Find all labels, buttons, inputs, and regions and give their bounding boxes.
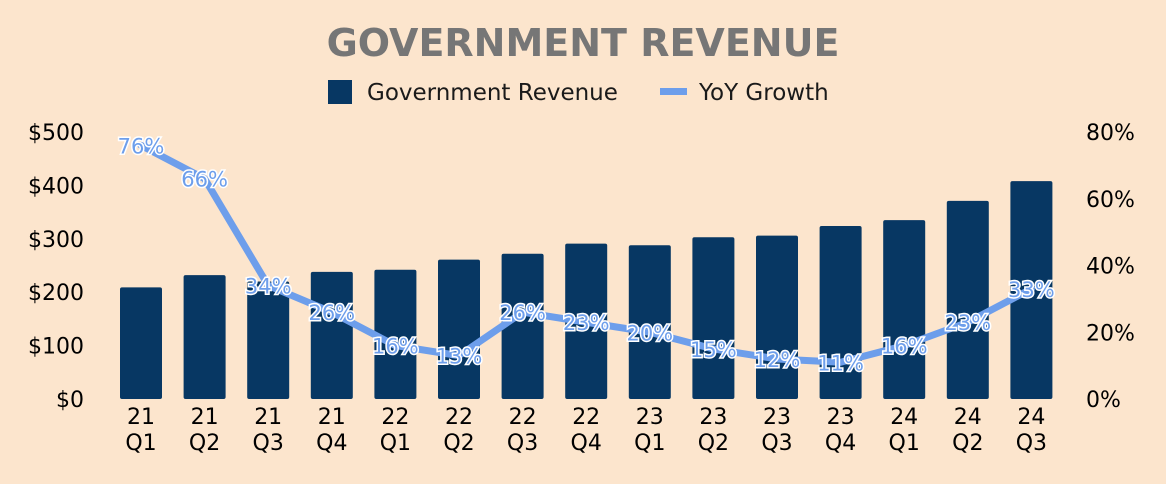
chart-title: GOVERNMENT REVENUE (327, 21, 840, 65)
growth-data-label: 12% (754, 348, 801, 372)
growth-data-label: 26% (499, 301, 546, 325)
revenue-bar (819, 225, 862, 399)
x-axis-tick-label: 23 Q2 (698, 405, 729, 456)
legend-label-revenue: Government Revenue (367, 80, 618, 106)
growth-data-label: 20% (626, 321, 673, 345)
growth-data-label: 34% (245, 275, 292, 299)
revenue-bar (628, 245, 671, 399)
right-axis-tick-label: 0% (1086, 388, 1121, 413)
left-axis-tick-label: $200 (28, 281, 84, 306)
x-axis-tick-label: 22 Q1 (380, 405, 411, 456)
growth-data-label: 16% (372, 335, 419, 359)
revenue-bar (756, 235, 798, 399)
revenue-bar (501, 253, 544, 399)
x-axis-tick-label: 23 Q3 (761, 405, 792, 456)
growth-data-label: 33% (1008, 278, 1055, 302)
x-axis-tick-label: 22 Q4 (571, 405, 602, 456)
left-axis-tick-label: $300 (28, 228, 84, 253)
growth-data-label: 13% (436, 345, 483, 369)
revenue-bar (883, 220, 926, 399)
growth-data-label: 66% (181, 168, 228, 192)
x-axis-tick-label: 22 Q3 (507, 405, 538, 456)
growth-data-label: 23% (563, 311, 610, 335)
data-labels: 76% 66% 34% 26% 16% 13% 26% 23% 20% 15% 12% 11% 16% 2… (116, 133, 1056, 377)
x-axis-tick-label: 21 Q4 (316, 405, 347, 456)
x-axis: 21 Q1 21 Q2 21 Q3 21 Q4 22 Q1 22 Q2 22 Q3 22 Q4 23 Q1 23 Q2… (125, 405, 1047, 456)
revenue-bar (247, 281, 290, 399)
left-axis-tick-label: $400 (28, 174, 84, 199)
left-axis-tick-label: $100 (28, 335, 84, 360)
revenue-bar (438, 259, 480, 399)
right-axis-tick-label: 60% (1086, 188, 1135, 213)
x-axis-tick-label: 23 Q1 (634, 405, 665, 456)
left-axis: $0 $100 $200 $300 $400 $500 (28, 121, 84, 413)
x-axis-tick-label: 21 Q3 (253, 405, 284, 456)
growth-data-label: 15% (690, 338, 737, 362)
yoy-growth-line (137, 141, 1035, 366)
legend-swatch-revenue (328, 80, 352, 104)
x-axis-tick-label: 22 Q2 (443, 405, 474, 456)
revenue-bar (183, 275, 226, 399)
x-axis-tick-label: 21 Q2 (189, 405, 220, 456)
right-axis-tick-label: 80% (1086, 121, 1135, 146)
growth-data-label: 23% (944, 311, 991, 335)
revenue-bar (120, 287, 162, 399)
x-axis-tick-label: 23 Q4 (825, 405, 856, 456)
revenue-bar (310, 271, 353, 399)
x-axis-tick-label: 24 Q3 (1016, 405, 1047, 456)
growth-data-label: 76% (118, 134, 165, 158)
x-axis-tick-label: 24 Q2 (952, 405, 983, 456)
growth-data-label: 16% (881, 335, 928, 359)
legend-label-growth: YoY Growth (698, 80, 829, 106)
legend-swatch-growth (660, 88, 687, 95)
revenue-bar (946, 200, 989, 399)
x-axis-tick-label: 21 Q1 (125, 405, 156, 456)
left-axis-tick-label: $0 (56, 388, 84, 413)
left-axis-tick-label: $500 (28, 121, 84, 146)
legend: Government Revenue YoY Growth (328, 80, 829, 106)
revenue-bar (692, 237, 735, 399)
right-axis-tick-label: 20% (1086, 321, 1135, 346)
bar-series (120, 181, 1053, 399)
growth-data-label: 11% (817, 351, 864, 375)
revenue-bar (374, 269, 417, 399)
right-axis-tick-label: 40% (1086, 255, 1135, 280)
line-series (137, 141, 1035, 366)
x-axis-tick-label: 24 Q1 (889, 405, 920, 456)
right-axis: 0% 20% 40% 60% 80% (1086, 121, 1135, 413)
growth-data-label: 26% (308, 301, 355, 325)
